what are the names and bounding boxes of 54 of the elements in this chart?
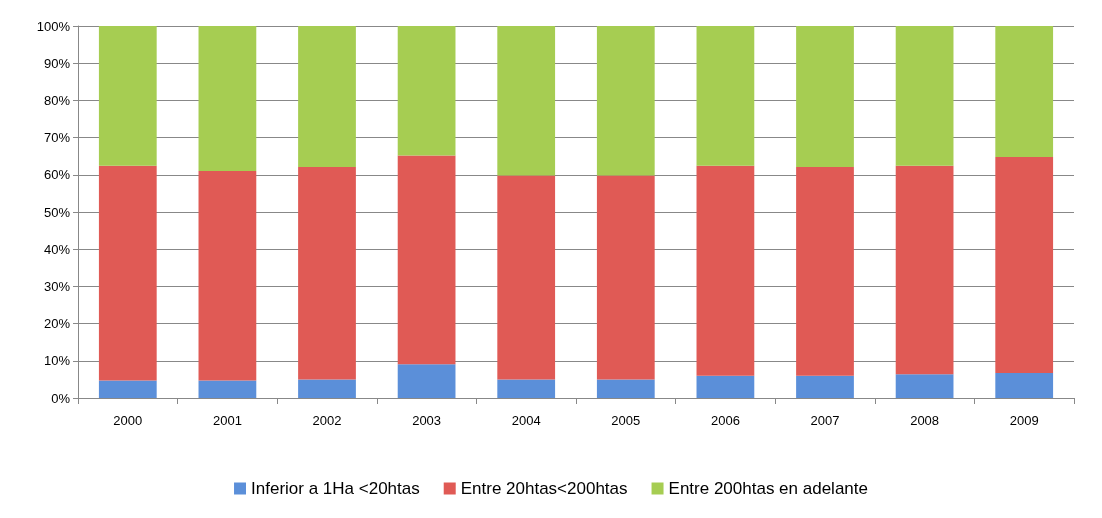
bar — [98, 26, 157, 166]
x-tick-label: 2004 — [511, 413, 541, 428]
bar — [696, 26, 755, 166]
y-tick-label: 40% — [43, 241, 71, 257]
bar — [696, 165, 755, 376]
bar — [198, 26, 257, 172]
x-tick-label: 2007 — [810, 413, 840, 428]
legend-label: Entre 200htas en adelante — [668, 479, 868, 498]
bar — [596, 175, 655, 380]
x-tick-label: 2005 — [611, 413, 641, 428]
y-tick-label: 50% — [43, 204, 71, 220]
bar — [198, 380, 257, 398]
x-tick-label: 2002 — [312, 413, 342, 428]
bar — [995, 156, 1054, 374]
x-tick-label: 2003 — [412, 413, 442, 428]
bar — [397, 155, 456, 365]
bar — [895, 26, 954, 166]
bar — [596, 26, 655, 176]
y-tick-label: 90% — [43, 55, 71, 71]
bar — [995, 373, 1054, 398]
x-tick-label: 2000 — [113, 413, 143, 428]
bar — [995, 26, 1054, 157]
y-tick-label: 100% — [36, 18, 71, 34]
y-tick-label: 80% — [43, 92, 71, 108]
y-tick-label: 0% — [51, 390, 71, 406]
bar — [696, 375, 755, 398]
bar — [796, 26, 854, 167]
bar — [497, 379, 556, 398]
bar — [895, 374, 954, 398]
bar — [98, 380, 157, 398]
x-tick-label: 2001 — [212, 413, 242, 428]
y-tick-label: 70% — [43, 130, 71, 146]
bar — [298, 166, 356, 380]
legend-label: Entre 20htas<200htas — [460, 479, 628, 498]
x-tick-label: 2009 — [1009, 413, 1039, 428]
bar — [397, 364, 456, 398]
y-tick-label: 60% — [43, 167, 71, 183]
bar — [796, 166, 854, 376]
bar — [298, 379, 356, 398]
bar — [397, 26, 456, 156]
legend-label: Inferior a 1Ha <20htas — [251, 479, 420, 498]
bar — [596, 379, 655, 398]
y-tick-label: 30% — [43, 278, 71, 294]
bar — [497, 175, 556, 380]
bar — [298, 26, 356, 167]
bar — [796, 375, 854, 398]
y-tick-label: 10% — [43, 353, 71, 369]
bar — [198, 171, 257, 381]
x-tick-label: 2008 — [910, 413, 940, 428]
bar — [98, 165, 157, 381]
bar — [895, 165, 954, 375]
bar — [497, 26, 556, 176]
x-tick-label: 2006 — [710, 413, 740, 428]
y-tick-label: 20% — [43, 316, 71, 332]
